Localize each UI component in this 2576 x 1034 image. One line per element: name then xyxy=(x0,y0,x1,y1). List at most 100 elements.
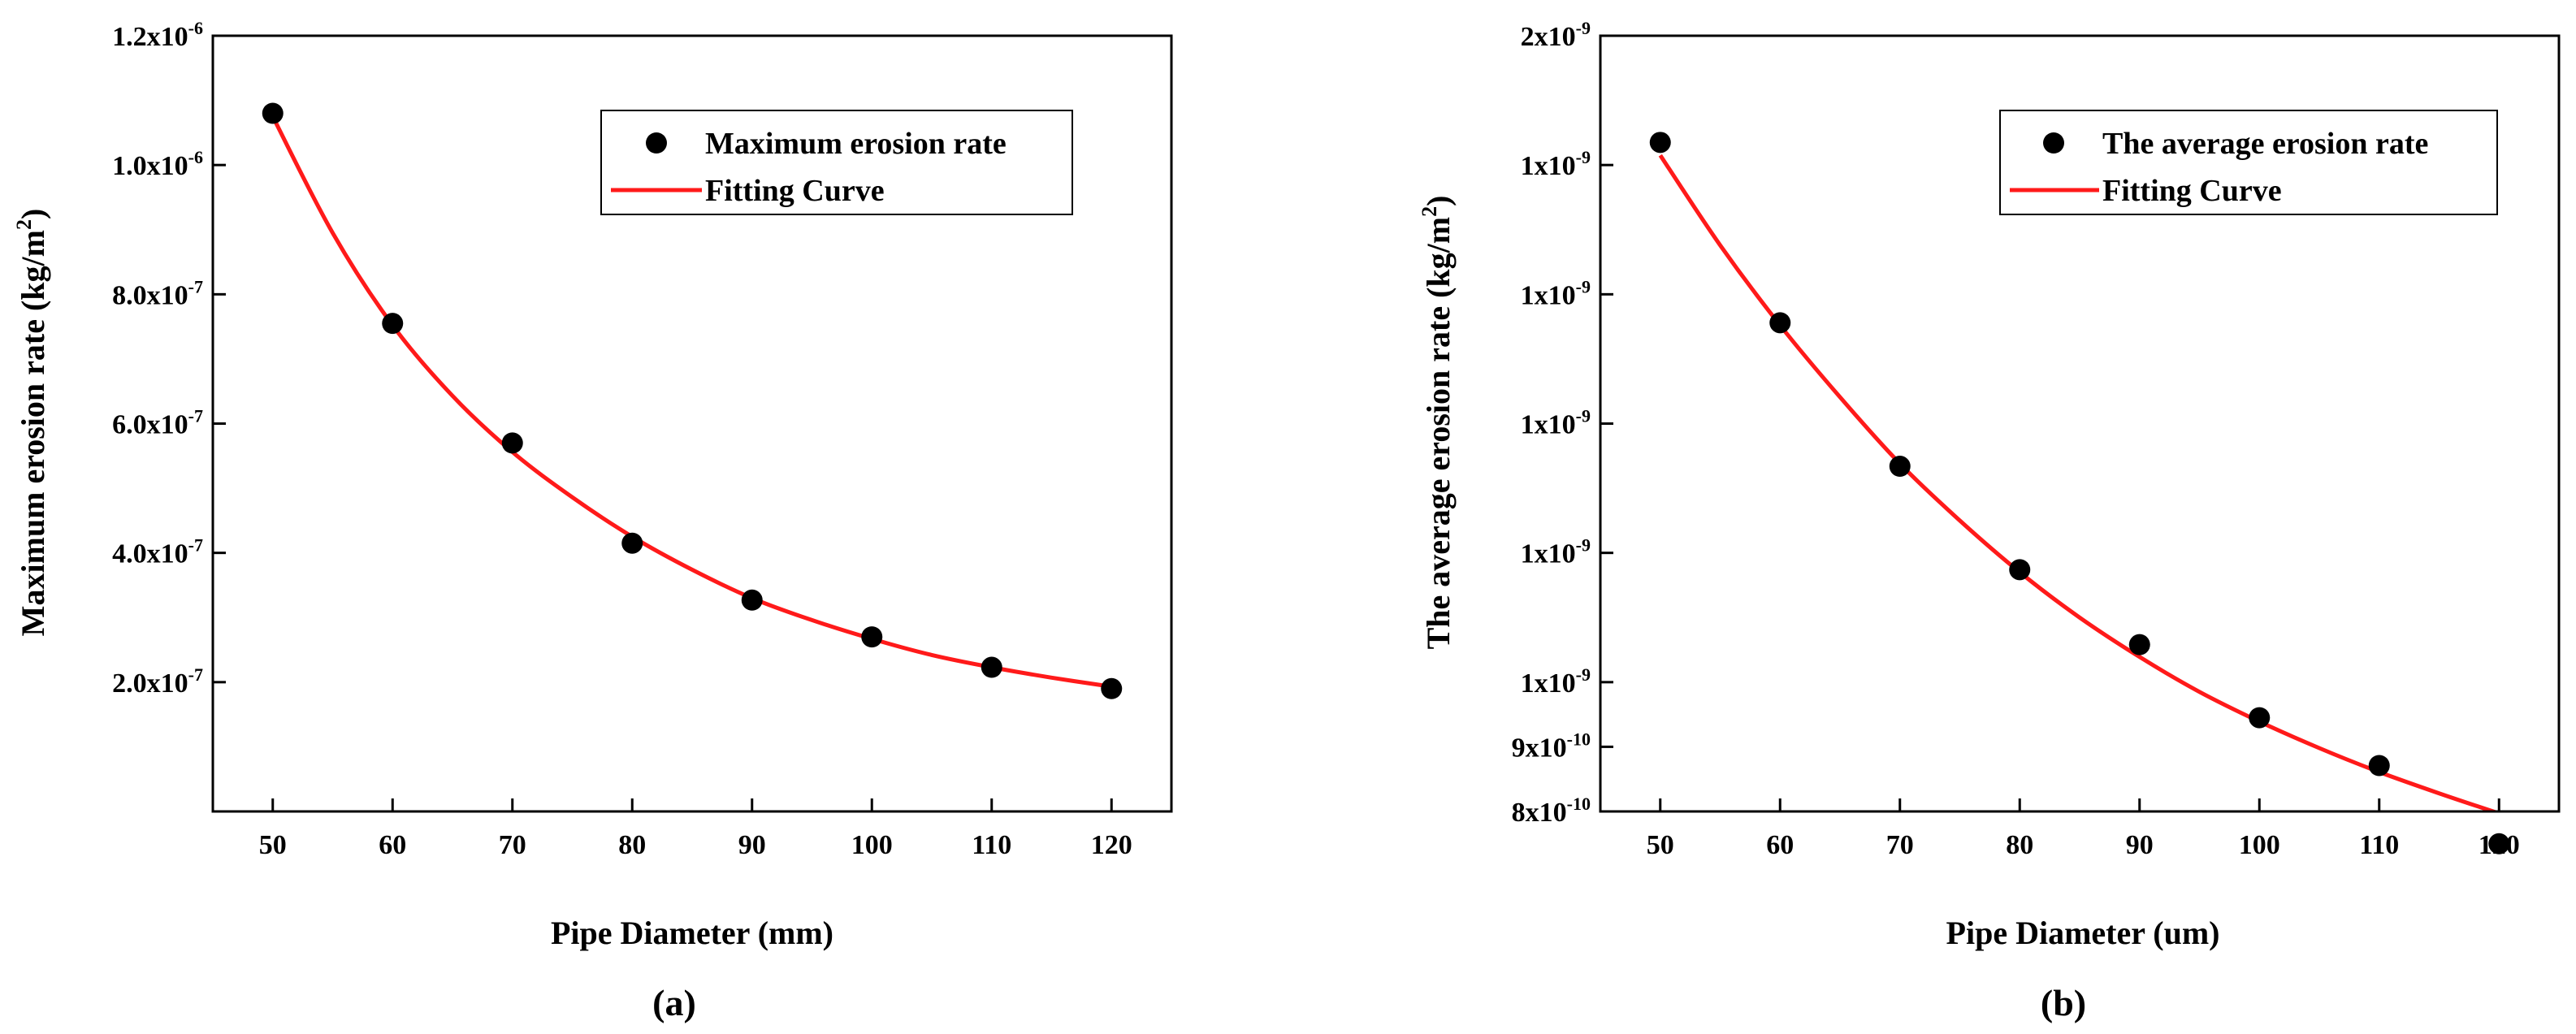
y-tick-exp-b-0: -10 xyxy=(1567,794,1591,814)
x-tick-label-a-0: 50 xyxy=(259,830,287,860)
y-tick-label-b-6: 1x10-9 xyxy=(1521,147,1591,181)
legend-label-line-a: Fitting Curve xyxy=(705,174,885,208)
y-tick-exp-b-7: -9 xyxy=(1576,18,1591,38)
y-tick-label-a-2: 6.0x10-7 xyxy=(112,406,203,440)
panel-label-a: (a) xyxy=(652,982,696,1023)
y-tick-label-b-4: 1x10-9 xyxy=(1521,406,1591,440)
y-axis-title-text-a: Maximum erosion rate (kg/m xyxy=(15,230,51,636)
y-tick-exp-a-3: -7 xyxy=(188,276,203,296)
y-tick-exp-b-5: -9 xyxy=(1576,276,1591,296)
y-tick-label-b-2: 1x10-9 xyxy=(1521,664,1591,699)
y-tick-base-b-0: 8x10 xyxy=(1512,798,1567,828)
y-tick-label-a-1: 4.0x10-7 xyxy=(112,535,203,569)
y-tick-exp-b-4: -9 xyxy=(1576,406,1591,426)
y-tick-exp-b-2: -9 xyxy=(1576,664,1591,685)
y-tick-base-b-5: 1x10 xyxy=(1521,280,1576,310)
y-tick-exp-b-6: -9 xyxy=(1576,147,1591,167)
x-tick-label-b-0: 50 xyxy=(1647,830,1674,860)
data-point-a-1 xyxy=(382,313,404,335)
x-tick-label-b-7: 120 xyxy=(2479,830,2520,860)
data-point-a-7 xyxy=(1101,677,1123,699)
y-tick-base-b-1: 9x10 xyxy=(1512,733,1567,763)
y-tick-base-b-4: 1x10 xyxy=(1521,410,1576,440)
y-tick-label-b-3: 1x10-9 xyxy=(1521,535,1591,569)
y-tick-label-b-1: 9x10-10 xyxy=(1512,729,1591,763)
data-point-b-1 xyxy=(1769,312,1791,334)
panel-label-b: (b) xyxy=(2041,982,2086,1023)
legend-marker-scatter-a xyxy=(646,132,667,154)
y-axis-title-end-b: ) xyxy=(1420,196,1457,206)
y-tick-label-b-0: 8x10-10 xyxy=(1512,794,1591,828)
chart-panel-a: 50 60 70 80 90 100 110 1202.0x10-74.0x10-76.0x1… xyxy=(12,18,1173,1023)
legend-label-scatter-b: The average erosion rate xyxy=(2102,127,2428,161)
data-point-a-5 xyxy=(861,626,883,648)
x-tick-label-b-3: 80 xyxy=(2006,830,2033,860)
y-tick-exp-a-2: -7 xyxy=(188,406,203,426)
legend-marker-scatter-b xyxy=(2043,132,2064,154)
chart-panel-b: 50 60 70 80 90 100 110 1208x10-109x10-101x10-91… xyxy=(1418,18,2561,1023)
y-axis-title-text-b: The average erosion rate (kg/m xyxy=(1420,217,1457,649)
y-tick-exp-a-5: -6 xyxy=(188,18,203,38)
x-tick-label-b-2: 70 xyxy=(1886,830,1914,860)
y-axis-title-sup-a: 2 xyxy=(12,219,36,230)
y-axis-title-a: Maximum erosion rate (kg/m2) xyxy=(12,209,51,637)
legend-b: The average erosion rate Fitting Curve xyxy=(1999,110,2498,215)
x-tick-label-b-6: 110 xyxy=(2359,830,2399,860)
x-tick-label-a-5: 100 xyxy=(851,830,893,860)
series-layer-b xyxy=(1649,132,2510,854)
y-tick-label-a-0: 2.0x10-7 xyxy=(112,664,203,699)
y-tick-base-a-0: 2.0x10 xyxy=(112,668,188,699)
legend-box-a xyxy=(600,110,1073,215)
y-tick-exp-b-3: -9 xyxy=(1576,535,1591,556)
x-tick-label-a-1: 60 xyxy=(379,830,406,860)
data-point-b-2 xyxy=(1889,456,1911,478)
data-point-a-4 xyxy=(741,589,763,611)
legend-label-line-b: Fitting Curve xyxy=(2102,174,2282,208)
series-layer-a xyxy=(262,102,1123,699)
data-point-b-6 xyxy=(2368,755,2390,777)
data-point-b-0 xyxy=(1649,132,1671,154)
data-point-b-7 xyxy=(2488,833,2510,854)
x-axis-title-b: Pipe Diameter (um) xyxy=(1946,915,2220,951)
y-tick-label-b-5: 1x10-9 xyxy=(1521,276,1591,310)
y-tick-exp-a-1: -7 xyxy=(188,535,203,556)
x-axis-title-a: Pipe Diameter (mm) xyxy=(551,915,833,951)
y-tick-exp-a-4: -6 xyxy=(188,147,203,167)
y-tick-base-a-5: 1.2x10 xyxy=(112,22,188,52)
y-tick-label-a-4: 1.0x10-6 xyxy=(112,147,203,181)
y-tick-exp-b-1: -10 xyxy=(1567,729,1591,749)
x-tick-label-b-1: 60 xyxy=(1766,830,1794,860)
y-tick-base-a-4: 1.0x10 xyxy=(112,151,188,181)
x-tick-label-a-2: 70 xyxy=(499,830,526,860)
y-tick-exp-a-0: -7 xyxy=(188,664,203,685)
x-tick-label-b-4: 90 xyxy=(2126,830,2154,860)
y-tick-label-b-7: 2x10-9 xyxy=(1521,18,1591,52)
data-point-b-5 xyxy=(2249,707,2271,729)
y-axis-title-end-a: ) xyxy=(15,209,51,219)
y-axis-title-b: The average erosion rate (kg/m2) xyxy=(1418,196,1457,650)
data-point-a-0 xyxy=(262,102,284,124)
legend-label-scatter-a: Maximum erosion rate xyxy=(705,127,1007,161)
y-axis-title-sup-b: 2 xyxy=(1418,206,1441,217)
y-tick-base-a-2: 6.0x10 xyxy=(112,410,188,440)
y-tick-label-a-3: 8.0x10-7 xyxy=(112,276,203,310)
y-tick-base-b-7: 2x10 xyxy=(1521,22,1576,52)
data-point-a-6 xyxy=(981,656,1002,678)
x-tick-label-a-3: 80 xyxy=(618,830,646,860)
data-point-a-3 xyxy=(621,532,643,554)
data-point-a-2 xyxy=(501,432,523,454)
data-point-b-4 xyxy=(2128,634,2150,655)
y-tick-base-a-1: 4.0x10 xyxy=(112,539,188,569)
y-tick-base-a-3: 8.0x10 xyxy=(112,280,188,310)
x-tick-label-a-4: 90 xyxy=(738,830,766,860)
data-point-b-3 xyxy=(2009,559,2031,581)
legend-box-b xyxy=(1999,110,2498,215)
legend-a: Maximum erosion rate Fitting Curve xyxy=(600,110,1073,215)
ticks-layer-a: 50 60 70 80 90 100 110 1202.0x10-74.0x10-76.0x1… xyxy=(112,18,1132,860)
x-tick-label-a-7: 120 xyxy=(1091,830,1132,860)
y-tick-base-b-6: 1x10 xyxy=(1521,151,1576,181)
fitting-curve-b xyxy=(1658,154,2500,811)
x-tick-label-a-6: 110 xyxy=(972,830,1011,860)
x-tick-label-b-5: 100 xyxy=(2239,830,2280,860)
